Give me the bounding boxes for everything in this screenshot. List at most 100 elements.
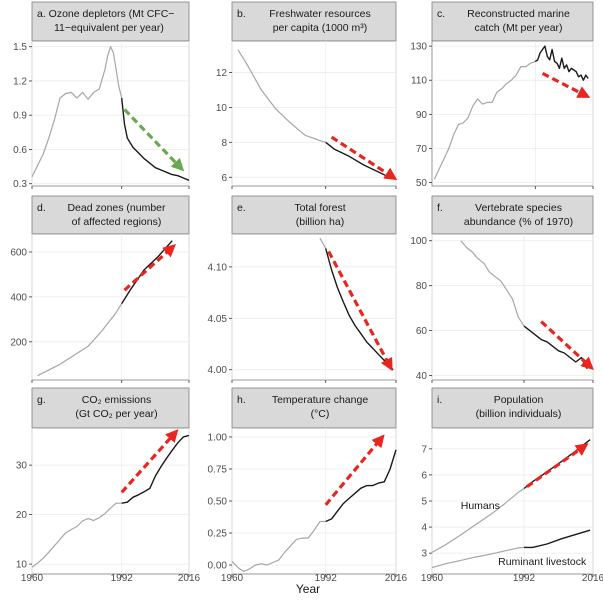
panel-title-line: (billion ha) xyxy=(296,216,344,228)
plot-area xyxy=(31,427,190,575)
panel-title-strip xyxy=(231,387,397,429)
recent-line xyxy=(325,449,397,523)
y-tick-label: 4.05 xyxy=(208,314,228,325)
y-tick-label: 10 xyxy=(216,103,228,114)
y-tick-label: 0.9 xyxy=(13,111,27,122)
panel-letter: f. xyxy=(437,202,443,214)
historical-line xyxy=(433,60,536,180)
y-tick-label: 7 xyxy=(421,444,427,455)
panel-title-line: (billion individuals) xyxy=(476,408,562,420)
plot-area xyxy=(431,40,594,187)
historical-line xyxy=(319,237,327,249)
y-tick-label: 600 xyxy=(10,247,27,258)
panel-title: d. Dead zones (number of affected regions) xyxy=(37,202,166,228)
y-tick-label: 60 xyxy=(416,326,428,337)
y-tick-label: 100 xyxy=(410,236,427,247)
y-tick-label: 10 xyxy=(16,560,28,571)
y-tick-label: 4.10 xyxy=(208,262,228,273)
panel-8: h. Temperature change (°C) 0.00 0.25 0.50 0.75… xyxy=(208,387,408,584)
x-tick-label: 2016 xyxy=(178,573,201,584)
y-tick-label: 70 xyxy=(416,144,428,155)
y-tick-label: 4.00 xyxy=(208,365,228,376)
y-tick-label: 1.5 xyxy=(13,42,27,53)
panel-title: h. Temperature change (°C) xyxy=(237,394,368,420)
trend-arrow-red xyxy=(540,320,594,370)
x-tick-label: 1960 xyxy=(21,573,44,584)
x-axis-title: Year xyxy=(296,582,320,596)
recent-line xyxy=(325,141,394,180)
y-tick-label: 200 xyxy=(10,337,27,348)
plot-area xyxy=(31,40,190,187)
y-tick-label: 0.75 xyxy=(208,464,228,475)
historical-line-humans xyxy=(431,488,525,553)
panel-title: c. Reconstructed marine catch (Mt per year… xyxy=(437,8,570,34)
panel-letter: i. xyxy=(437,394,442,406)
y-tick-label: 1.00 xyxy=(208,432,228,443)
y-tick-label: 6 xyxy=(221,173,227,184)
recent-line xyxy=(121,98,190,181)
panel-title: f. Vertebrate species abundance (% of 1970… xyxy=(437,202,573,228)
trend-arrow-red xyxy=(120,429,179,494)
historical-line xyxy=(231,520,326,573)
y-tick-label: 50 xyxy=(416,178,428,189)
panel-title: g. CO₂ emissions (Gt CO₂ per year) xyxy=(37,394,158,420)
panel-5: e. Total forest (billion ha) 4.00 4.05 4.10 xyxy=(208,195,397,383)
panel-title-line: Population xyxy=(494,394,544,406)
panel-letter: g. xyxy=(37,394,46,406)
panel-title-strip xyxy=(231,195,397,235)
panel-3: c. Reconstructed marine catch (Mt per year… xyxy=(410,1,594,189)
x-tick-label: 1992 xyxy=(315,573,338,584)
panel-title-strip xyxy=(231,1,397,42)
historical-line xyxy=(31,46,123,178)
y-tick-label: 90 xyxy=(416,110,428,121)
trend-arrow-red xyxy=(525,443,589,488)
panel-title-line: Dead zones (number xyxy=(67,202,166,214)
panel-6: f. Vertebrate species abundance (% of 1970… xyxy=(410,195,594,383)
panel-title: b. Freshwater resources per capita (1000 m… xyxy=(237,8,371,34)
recent-line xyxy=(534,45,589,81)
panel-7: g. CO₂ emissions (Gt CO₂ per year) 10 20 30 19… xyxy=(16,387,201,584)
x-tick-label: 1960 xyxy=(221,573,244,584)
panel-title: e. Total forest (billion ha) xyxy=(237,202,346,228)
panel-title-line: catch (Mt per year) xyxy=(474,22,562,34)
panel-title-line: of affected regions) xyxy=(72,216,162,228)
historical-line-ruminant-livestock xyxy=(431,546,525,569)
y-tick-label: 30 xyxy=(16,461,28,472)
trend-arrow-green xyxy=(123,108,185,172)
panel-grid: a. Ozone depletors (Mt CFC− 11−equivalent… xyxy=(10,1,603,584)
panel-title-line: (°C) xyxy=(311,408,330,420)
panel-letter: b. xyxy=(237,8,246,20)
plot-area xyxy=(31,233,190,381)
y-tick-label: 3 xyxy=(421,549,427,560)
x-tick-label: 2016 xyxy=(385,573,408,584)
y-tick-label: 0.25 xyxy=(208,529,228,540)
y-tick-label: 0.6 xyxy=(13,145,27,156)
panel-title: a. Ozone depletors (Mt CFC− 11−equivalent… xyxy=(37,8,174,34)
plot-area xyxy=(231,233,397,381)
y-tick-label: 4 xyxy=(421,523,427,534)
panel-title-line: per capita (1000 m³) xyxy=(273,22,368,34)
y-tick-label: 0.00 xyxy=(208,561,228,572)
y-tick-label: 1.2 xyxy=(13,76,27,87)
panel-title-strip xyxy=(431,387,594,429)
y-tick-label: 0.3 xyxy=(13,179,27,190)
trend-arrow-red xyxy=(324,434,385,506)
y-tick-label: 20 xyxy=(16,510,28,521)
x-tick-label: 1992 xyxy=(111,573,134,584)
panel-title-line: Freshwater resources xyxy=(269,8,371,20)
y-tick-label: 110 xyxy=(411,76,427,87)
panel-title-line: Vertebrate species xyxy=(475,202,562,214)
panel-letter: c. xyxy=(437,8,445,20)
panel-title-strip xyxy=(31,387,190,429)
y-tick-label: 80 xyxy=(416,281,428,292)
panel-2: b. Freshwater resources per capita (1000 m… xyxy=(216,1,398,189)
y-tick-label: 130 xyxy=(410,42,427,53)
panel-4: d. Dead zones (number of affected regions)… xyxy=(10,195,190,383)
plot-area xyxy=(431,233,594,381)
y-tick-label: 5 xyxy=(421,497,427,508)
historical-line xyxy=(31,502,122,568)
x-tick-label: 2016 xyxy=(582,573,603,584)
panel-title-line: Reconstructed marine xyxy=(467,8,570,20)
panel-letter: h. xyxy=(237,394,246,406)
